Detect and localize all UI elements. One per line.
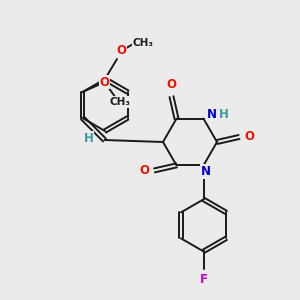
Text: N: N	[206, 108, 217, 121]
Text: H: H	[83, 131, 93, 145]
Text: H: H	[219, 108, 228, 121]
Text: CH₃: CH₃	[110, 97, 131, 107]
Text: O: O	[140, 164, 149, 177]
Text: F: F	[200, 273, 208, 286]
Text: O: O	[100, 76, 110, 88]
Text: O: O	[167, 78, 176, 91]
Text: N: N	[200, 165, 211, 178]
Text: CH₃: CH₃	[133, 38, 154, 48]
Text: O: O	[244, 130, 254, 143]
Text: O: O	[116, 44, 126, 58]
